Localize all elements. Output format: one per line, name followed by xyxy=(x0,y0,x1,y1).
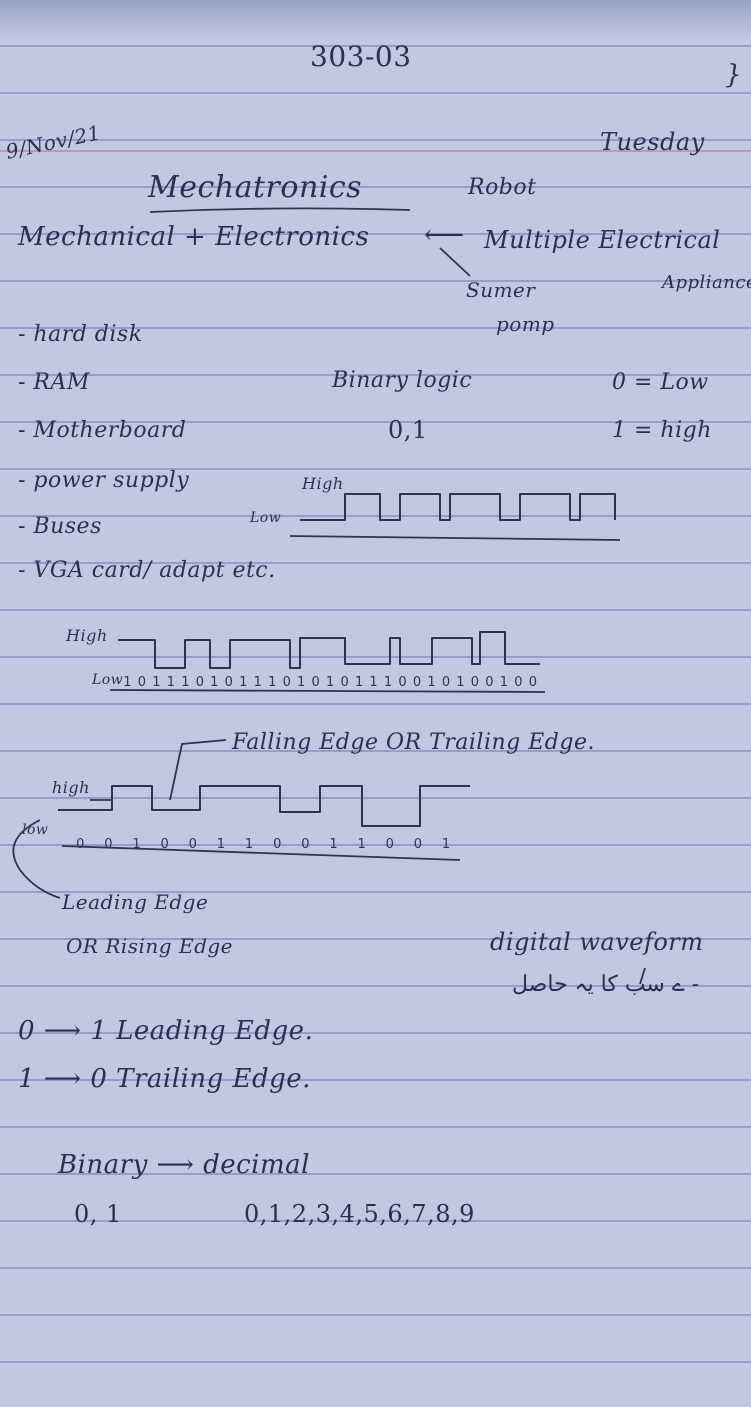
bit-label: 1 xyxy=(167,675,175,690)
pointer-arrow xyxy=(439,247,471,277)
bit-label: 0 xyxy=(386,837,394,852)
component-item: - Motherboard xyxy=(18,418,187,443)
margin-line xyxy=(0,150,751,152)
definition-right: Multiple Electrical xyxy=(484,226,721,254)
definition-right-2: Appliance xyxy=(662,272,751,293)
bit-label: 1 xyxy=(355,675,363,690)
component-item: - hard disk xyxy=(18,322,143,347)
bit-label: 0 xyxy=(341,675,349,690)
example-2: pomp xyxy=(496,312,555,336)
bit-label: 0 xyxy=(529,675,537,690)
binary-values: 0,1 xyxy=(388,416,428,444)
bit-label: 0 xyxy=(485,675,493,690)
bit-label: 0 xyxy=(196,675,204,690)
binary-one-high: 1 = high xyxy=(612,418,712,443)
bit-label: 1 xyxy=(239,675,247,690)
falling-edge-arrow xyxy=(169,739,227,801)
bit-label: 1 xyxy=(181,675,189,690)
waveform3: 0 0 1 0 0 1 1 0 0 1 1 0 0 1 xyxy=(12,739,470,899)
component-item: - power supply xyxy=(18,468,190,493)
waveform3-signal xyxy=(58,785,470,827)
bit-label: 0 xyxy=(414,837,422,852)
title-underline xyxy=(149,207,411,213)
bit-label: 0 xyxy=(413,675,421,690)
waveform1-low-label: Low xyxy=(250,510,282,526)
waveform2-signal xyxy=(118,631,540,669)
binary-zero-low: 0 = Low xyxy=(612,370,709,395)
bit-label: 1 xyxy=(297,675,305,690)
waveform3-baseline xyxy=(61,845,461,861)
bit-label: 1 xyxy=(268,675,276,690)
binary-digits: 0, 1 xyxy=(74,1200,122,1228)
bit-label: 1 xyxy=(217,837,225,852)
bit-label: 1 xyxy=(245,837,253,852)
bit-label: 1 xyxy=(152,675,160,690)
bit-label: 0 xyxy=(273,837,281,852)
page-title: Mechatronics xyxy=(148,170,363,205)
waveform1-signal xyxy=(300,493,616,521)
waveform1-baseline xyxy=(289,535,621,541)
bit-label: 1 xyxy=(326,675,334,690)
component-item: - Buses xyxy=(18,514,102,539)
waveform2-baseline xyxy=(109,689,546,693)
conversion-label: Binary ⟶ decimal xyxy=(58,1150,310,1180)
definition-arrow: ⟵ xyxy=(424,218,465,251)
bit-label: 1 xyxy=(427,675,435,690)
waveform1 xyxy=(289,493,621,541)
waveform3-bits: 0 0 1 0 0 1 1 0 0 1 1 0 0 1 xyxy=(76,837,450,852)
urdu-pointer xyxy=(639,967,646,985)
waveform3-high-label: high xyxy=(52,778,90,797)
bit-label: 1 xyxy=(329,837,337,852)
bit-label: 1 xyxy=(384,675,392,690)
bit-label: 1 xyxy=(456,675,464,690)
course-code: 303-03 xyxy=(310,40,412,73)
bit-label: 0 xyxy=(398,675,406,690)
waveform1-high-label: High xyxy=(302,474,344,493)
bit-label: 0 xyxy=(161,837,169,852)
bit-label: 1 xyxy=(500,675,508,690)
leading-edge-arrow xyxy=(12,819,61,899)
bit-label: 0 xyxy=(189,837,197,852)
digital-waveform-label: digital waveform xyxy=(490,928,704,956)
bit-label: 1 xyxy=(132,837,140,852)
bit-label: 0 xyxy=(283,675,291,690)
day: Tuesday xyxy=(600,128,705,156)
bit-label: 1 xyxy=(254,675,262,690)
bit-label: 1 xyxy=(123,675,131,690)
binary-logic-title: Binary logic xyxy=(332,368,473,393)
waveform2-high-label: High xyxy=(66,626,108,645)
waveform2-low-label: Low xyxy=(92,672,124,688)
bit-label: 0 xyxy=(471,675,479,690)
bit-label: 1 xyxy=(210,675,218,690)
bit-label: 0 xyxy=(514,675,522,690)
bit-label: 0 xyxy=(301,837,309,852)
bit-label: 0 xyxy=(138,675,146,690)
component-item: - RAM xyxy=(18,370,90,395)
bit-label: 0 xyxy=(104,837,112,852)
leading-edge-label: Leading Edge xyxy=(62,890,209,914)
bit-label: 0 xyxy=(442,675,450,690)
page-shadow xyxy=(0,0,751,40)
rising-edge-label: OR Rising Edge xyxy=(66,934,234,958)
trailing-edge-rule: 1 ⟶ 0 Trailing Edge. xyxy=(18,1064,311,1094)
leading-edge-rule: 0 ⟶ 1 Leading Edge. xyxy=(18,1016,314,1046)
example-1: Sumer xyxy=(466,278,536,302)
title-side-note: Robot xyxy=(468,175,537,200)
decimal-digits: 0,1,2,3,4,5,6,7,8,9 xyxy=(244,1200,475,1228)
bit-label: 1 xyxy=(442,837,450,852)
bit-label: 0 xyxy=(225,675,233,690)
falling-edge-label: Falling Edge OR Trailing Edge. xyxy=(232,730,595,755)
definition-left: Mechanical + Electronics xyxy=(18,222,370,252)
bit-label: 0 xyxy=(312,675,320,690)
corner-mark: } xyxy=(725,60,743,90)
urdu-note: ے سب کا یہ حاصل - xyxy=(512,972,700,997)
bit-label: 1 xyxy=(358,837,366,852)
bit-label: 0 xyxy=(76,837,84,852)
component-item: - VGA card/ adapt etc. xyxy=(18,558,276,583)
bit-label: 1 xyxy=(369,675,377,690)
